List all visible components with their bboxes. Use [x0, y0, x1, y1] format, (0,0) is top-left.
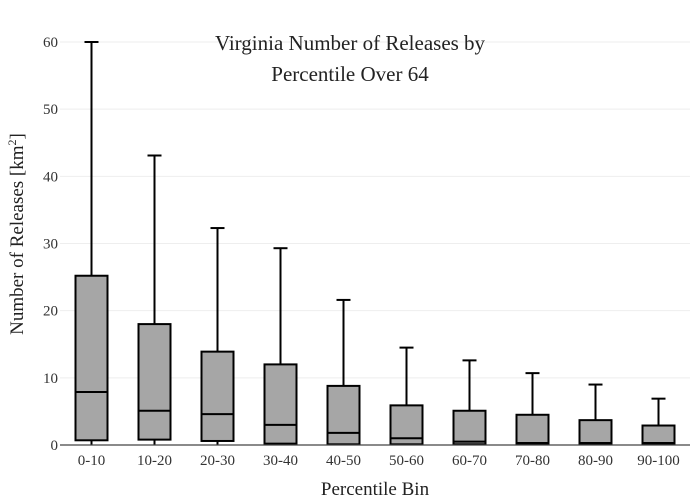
y-tick-label: 50	[43, 102, 58, 118]
box-rect	[452, 409, 487, 446]
y-axis-title: Number of Releases [km2]	[5, 133, 28, 335]
box-group	[515, 372, 550, 446]
box-group	[200, 227, 235, 445]
box-group	[137, 154, 172, 445]
box-group	[389, 346, 424, 446]
y-tick-label: 0	[51, 438, 59, 454]
x-tick-label: 0-10	[78, 453, 106, 469]
y-axis-title-main: Number of Releases [km	[7, 145, 28, 335]
y-tick-label: 40	[43, 169, 58, 185]
box-group	[326, 298, 361, 446]
box-group	[578, 383, 613, 446]
x-tick-label: 30-40	[263, 453, 298, 469]
x-tick-label: 90-100	[637, 453, 680, 469]
y-tick-label: 30	[43, 237, 58, 253]
x-tick-label: 40-50	[326, 453, 361, 469]
x-tick-label: 10-20	[137, 453, 172, 469]
box-group	[641, 397, 676, 446]
box-group	[263, 247, 298, 445]
box-rect	[74, 274, 109, 442]
chart-title-line-2: Percentile Over 64	[271, 62, 429, 86]
x-tick-labels: 0-10 10-20 20-30 30-40 40-50 50-60 60-70 70-80 8…	[78, 453, 680, 469]
x-tick-label: 70-80	[515, 453, 550, 469]
box-group	[452, 359, 487, 446]
y-tick-label: 60	[43, 35, 58, 51]
y-axis-title-end: ]	[7, 133, 28, 139]
box-rect	[515, 413, 550, 446]
box-rect	[578, 419, 613, 446]
x-axis-title: Percentile Bin	[321, 479, 430, 500]
y-axis-title-superscript: 2	[5, 139, 19, 145]
y-tick-label: 10	[43, 371, 58, 387]
box-group	[74, 41, 109, 445]
box-rect	[326, 384, 361, 446]
x-tick-label: 80-90	[578, 453, 613, 469]
x-tick-label: 20-30	[200, 453, 235, 469]
x-tick-label: 60-70	[452, 453, 487, 469]
y-tick-label: 20	[43, 304, 58, 320]
grid-lines	[60, 41, 690, 379]
y-tick-labels: 0 10 20 30 40 50 60	[43, 35, 58, 454]
chart-title-line-1: Virginia Number of Releases by	[215, 31, 486, 55]
box-series	[74, 41, 676, 446]
box-rect	[641, 424, 676, 446]
x-tick-label: 50-60	[389, 453, 424, 469]
box-rect	[137, 323, 172, 441]
box-rect	[263, 363, 298, 445]
box-rect	[200, 350, 235, 442]
